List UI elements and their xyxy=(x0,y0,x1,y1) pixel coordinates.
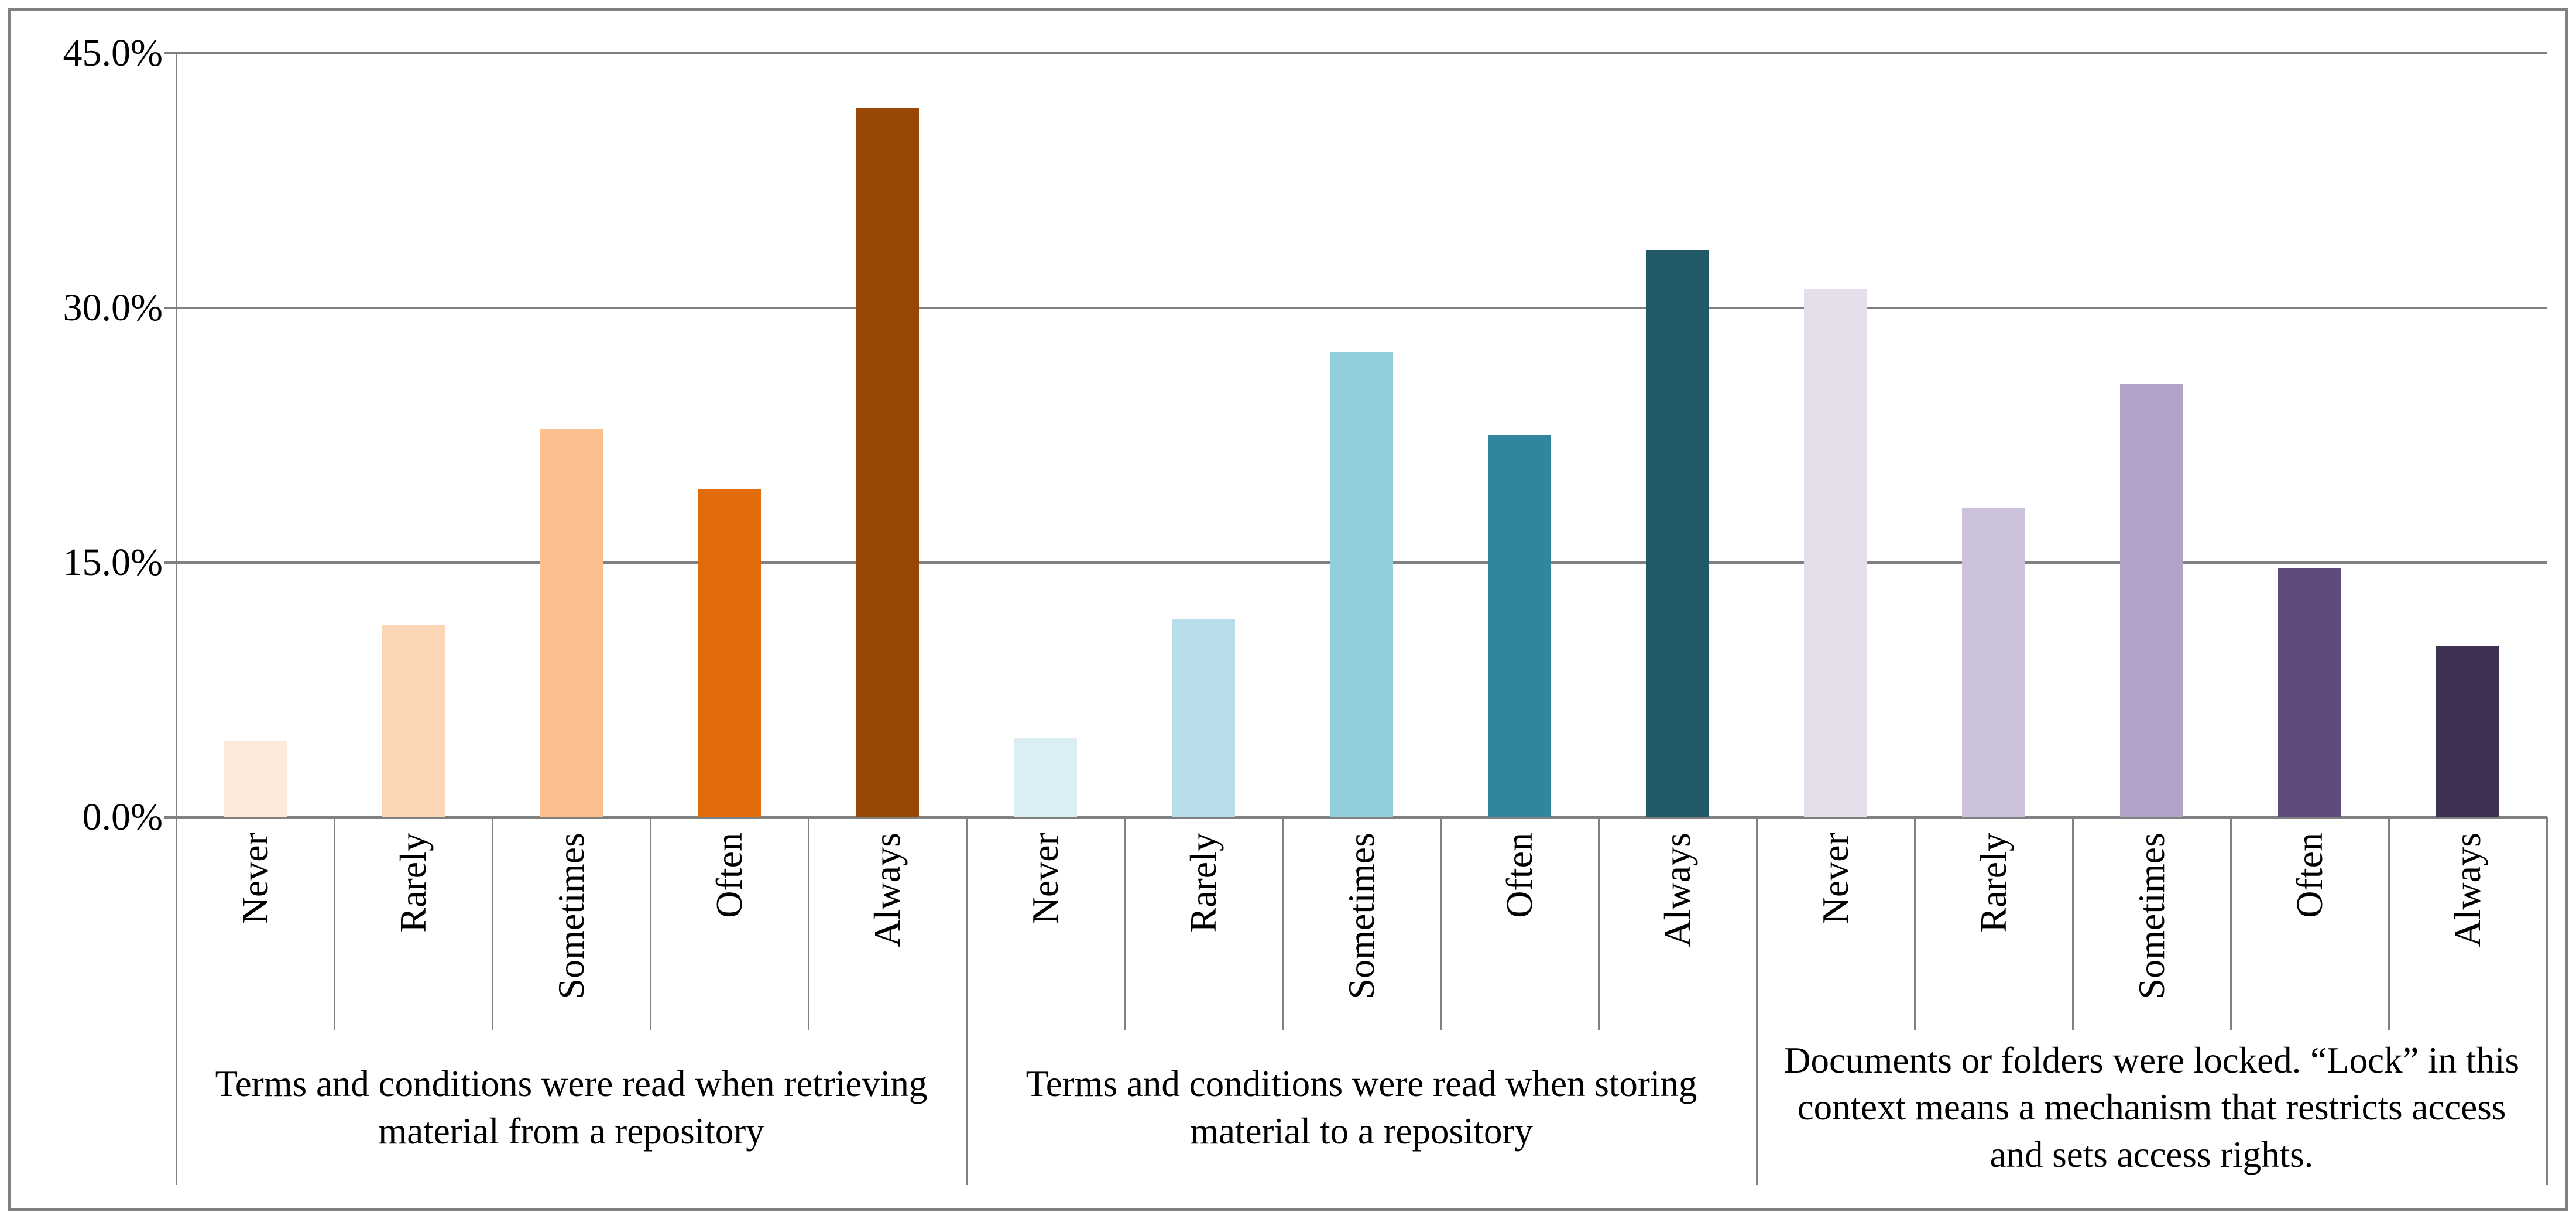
gridline-30 xyxy=(164,307,2547,309)
category-label-rarely: Rarely xyxy=(1124,817,1282,1030)
group-divider-line xyxy=(966,817,968,1185)
category-label-text: Rarely xyxy=(1182,833,1224,933)
bar-always-group2 xyxy=(1646,250,1709,817)
category-divider-line xyxy=(2072,817,2074,1030)
y-axis-tick-label: 45.0% xyxy=(63,32,163,74)
category-divider-line xyxy=(1598,817,1600,1030)
category-label-sometimes: Sometimes xyxy=(492,817,650,1030)
y-axis-tick-label: 30.0% xyxy=(63,286,163,329)
y-axis-line xyxy=(176,53,177,1185)
category-label-text: Always xyxy=(866,833,908,947)
category-label-never: Never xyxy=(1757,817,1915,1030)
category-label-text: Never xyxy=(234,833,276,924)
group-caption-text: Documents or folders were locked. “Lock”… xyxy=(1783,1039,2520,1175)
category-label-sometimes: Sometimes xyxy=(1282,817,1440,1030)
y-axis-tick-label: 0.0% xyxy=(82,796,163,838)
category-label-text: Never xyxy=(1024,833,1066,924)
group-caption-3: Documents or folders were locked. “Lock”… xyxy=(1757,1030,2547,1185)
category-label-always: Always xyxy=(2389,817,2547,1030)
category-label-text: Sometimes xyxy=(1340,833,1382,999)
category-label-text: Often xyxy=(708,833,750,918)
category-label-text: Often xyxy=(1498,833,1540,918)
category-divider-line xyxy=(2388,817,2390,1030)
bar-often-group3 xyxy=(2278,568,2341,817)
group-caption-2: Terms and conditions were read when stor… xyxy=(966,1030,1757,1185)
bar-rarely-group3 xyxy=(1962,508,2025,817)
y-axis-tick-label: 15.0% xyxy=(63,541,163,584)
category-label-text: Always xyxy=(2447,833,2488,947)
category-label-always: Always xyxy=(1599,817,1757,1030)
category-label-text: Always xyxy=(1656,833,1698,947)
group-caption-text: Terms and conditions were read when stor… xyxy=(1025,1063,1697,1152)
category-label-often: Often xyxy=(1440,817,1599,1030)
category-label-text: Often xyxy=(2289,833,2330,918)
category-label-text: Rarely xyxy=(1973,833,2014,933)
bar-always-group1 xyxy=(856,108,919,817)
category-label-rarely: Rarely xyxy=(334,817,492,1030)
category-label-never: Never xyxy=(176,817,334,1030)
gridline-45 xyxy=(164,52,2547,54)
bar-never-group2 xyxy=(1014,738,1077,817)
category-divider-line xyxy=(2230,817,2232,1030)
bar-sometimes-group2 xyxy=(1330,352,1393,817)
x-axis-line xyxy=(164,816,2547,819)
category-label-rarely: Rarely xyxy=(1915,817,2073,1030)
category-divider-line xyxy=(1282,817,1284,1030)
category-label-often: Often xyxy=(2231,817,2389,1030)
category-label-text: Sometimes xyxy=(550,833,592,999)
category-divider-line xyxy=(334,817,335,1030)
category-label-text: Sometimes xyxy=(2131,833,2172,999)
category-divider-line xyxy=(1914,817,1916,1030)
plot-right-edge-line xyxy=(2546,817,2548,1185)
bar-rarely-group2 xyxy=(1172,619,1235,817)
category-divider-line xyxy=(1440,817,1442,1030)
category-divider-line xyxy=(808,817,809,1030)
category-divider-line xyxy=(650,817,651,1030)
category-label-text: Rarely xyxy=(392,833,434,933)
group-caption-text: Terms and conditions were read when retr… xyxy=(215,1063,928,1152)
category-label-sometimes: Sometimes xyxy=(2073,817,2231,1030)
group-divider-line xyxy=(1756,817,1758,1185)
bar-sometimes-group1 xyxy=(540,429,603,817)
category-label-text: Never xyxy=(1814,833,1856,924)
bar-never-group3 xyxy=(1804,289,1867,817)
category-label-always: Always xyxy=(808,817,966,1030)
bar-sometimes-group3 xyxy=(2120,384,2183,817)
bar-often-group2 xyxy=(1488,435,1551,817)
group-caption-1: Terms and conditions were read when retr… xyxy=(176,1030,966,1185)
category-divider-line xyxy=(492,817,493,1030)
bar-always-group3 xyxy=(2436,646,2499,817)
chart-figure: 0.0% 15.0% 30.0% 45.0% Never Rarely Sometimes O… xyxy=(8,8,2568,1211)
category-label-often: Often xyxy=(650,817,808,1030)
bar-often-group1 xyxy=(698,489,761,817)
category-divider-line xyxy=(1124,817,1126,1030)
bar-rarely-group1 xyxy=(382,625,445,817)
bar-never-group1 xyxy=(224,741,287,817)
category-label-never: Never xyxy=(966,817,1124,1030)
